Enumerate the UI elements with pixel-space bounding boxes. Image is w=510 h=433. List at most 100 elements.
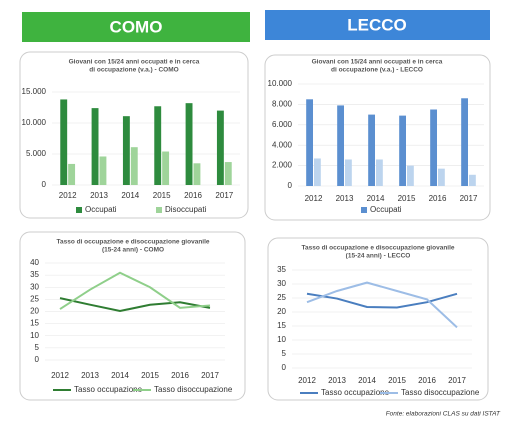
bar <box>399 115 406 186</box>
bar <box>438 168 445 186</box>
legend-swatch <box>76 207 82 213</box>
x-tick-label: 2016 <box>184 191 202 200</box>
bar <box>337 105 344 186</box>
x-tick-label: 2016 <box>418 376 436 385</box>
bar <box>68 163 76 185</box>
line <box>306 292 458 309</box>
legend-label: Tasso disoccupazione <box>154 385 233 394</box>
bar <box>314 158 321 186</box>
y-tick-label: 8.000 <box>272 100 293 109</box>
legend-label: Tasso occupazione <box>321 388 390 397</box>
line <box>306 281 458 329</box>
legend-label: Occupati <box>85 205 117 214</box>
bar <box>162 151 170 185</box>
bar <box>60 99 68 185</box>
y-tick-label: 6.000 <box>272 120 293 129</box>
y-tick-label: 35 <box>30 270 39 279</box>
x-tick-label: 2014 <box>121 191 139 200</box>
chart-title: (15-24 anni) - COMO <box>102 247 164 254</box>
legend-swatch <box>361 207 367 213</box>
source-note: Fonte: elaborazioni CLAS su dati ISTAT <box>386 411 501 418</box>
banner-como <box>22 12 250 42</box>
x-tick-label: 2012 <box>298 376 316 385</box>
y-tick-label: 5.000 <box>26 149 47 158</box>
bar <box>306 99 313 186</box>
y-tick-label: 15 <box>30 319 39 328</box>
y-tick-label: 2.000 <box>272 161 293 170</box>
panel <box>267 237 489 401</box>
x-tick-label: 2017 <box>201 371 219 380</box>
chart-title: (15-24 anni) - LECCO <box>346 253 411 260</box>
bar <box>91 108 99 185</box>
x-tick-label: 2012 <box>305 194 323 203</box>
header: COMO <box>110 17 163 36</box>
x-tick-label: 2014 <box>367 194 385 203</box>
banner-lecco <box>265 10 490 40</box>
x-tick-label: 2015 <box>141 371 159 380</box>
x-tick-label: 2013 <box>328 376 346 385</box>
legend-label: Tasso occupazione <box>74 385 143 394</box>
bar <box>430 109 437 186</box>
y-tick-label: 20 <box>30 307 39 316</box>
y-tick-label: 25 <box>277 293 286 302</box>
chart-title: Giovani con 15/24 anni occupati e in cer… <box>69 59 200 66</box>
x-tick-label: 2017 <box>215 191 233 200</box>
x-tick-label: 2012 <box>59 191 77 200</box>
y-tick-label: 15 <box>277 321 286 330</box>
y-tick-label: 0 <box>35 355 40 364</box>
legend-swatch <box>156 207 162 213</box>
x-tick-label: 2015 <box>388 376 406 385</box>
x-tick-label: 2016 <box>171 371 189 380</box>
bar <box>154 106 162 185</box>
x-tick-label: 2012 <box>51 371 69 380</box>
bar <box>185 103 193 185</box>
panel <box>19 231 246 401</box>
x-tick-label: 2017 <box>448 376 466 385</box>
bar <box>345 159 352 186</box>
bar <box>224 162 232 185</box>
y-tick-label: 10 <box>277 335 286 344</box>
y-tick-label: 5 <box>282 349 287 358</box>
x-tick-label: 2015 <box>153 191 171 200</box>
y-tick-label: 5 <box>35 343 40 352</box>
line <box>59 271 211 310</box>
legend-label: Tasso disoccupazione <box>401 388 480 397</box>
x-tick-label: 2017 <box>460 194 478 203</box>
bar <box>99 156 107 185</box>
x-tick-label: 2013 <box>90 191 108 200</box>
x-tick-label: 2014 <box>358 376 376 385</box>
line <box>59 297 211 313</box>
y-tick-label: 10 <box>30 331 39 340</box>
x-tick-label: 2015 <box>398 194 416 203</box>
legend-label: Occupati <box>370 205 402 214</box>
y-tick-label: 10.000 <box>268 79 293 88</box>
x-tick-label: 2016 <box>429 194 447 203</box>
y-tick-label: 0 <box>42 180 47 189</box>
x-tick-label: 2013 <box>336 194 354 203</box>
bar <box>368 114 375 186</box>
y-tick-label: 20 <box>277 307 286 316</box>
header: LECCO <box>347 15 407 34</box>
chart-title: di occupazione (v.a.) - COMO <box>89 67 178 74</box>
x-tick-label: 2014 <box>111 371 129 380</box>
chart-title: Tasso di occupazione e disoccupazione gi… <box>301 245 454 252</box>
legend-label: Disoccupati <box>165 205 207 214</box>
y-tick-label: 30 <box>30 282 39 291</box>
bar <box>407 165 414 186</box>
y-tick-label: 15.000 <box>22 87 47 96</box>
bar <box>193 163 201 185</box>
y-tick-label: 35 <box>277 265 286 274</box>
x-tick-label: 2013 <box>81 371 99 380</box>
y-tick-label: 25 <box>30 294 39 303</box>
bar <box>376 159 383 186</box>
y-tick-label: 40 <box>30 258 39 267</box>
bar <box>216 110 224 185</box>
y-tick-label: 30 <box>277 279 286 288</box>
y-tick-label: 0 <box>282 363 287 372</box>
chart-title: Tasso di occupazione e disoccupazione gi… <box>56 239 209 246</box>
y-tick-label: 4.000 <box>272 140 293 149</box>
bar <box>130 147 138 185</box>
y-tick-label: 0 <box>288 181 293 190</box>
bar <box>469 174 476 186</box>
